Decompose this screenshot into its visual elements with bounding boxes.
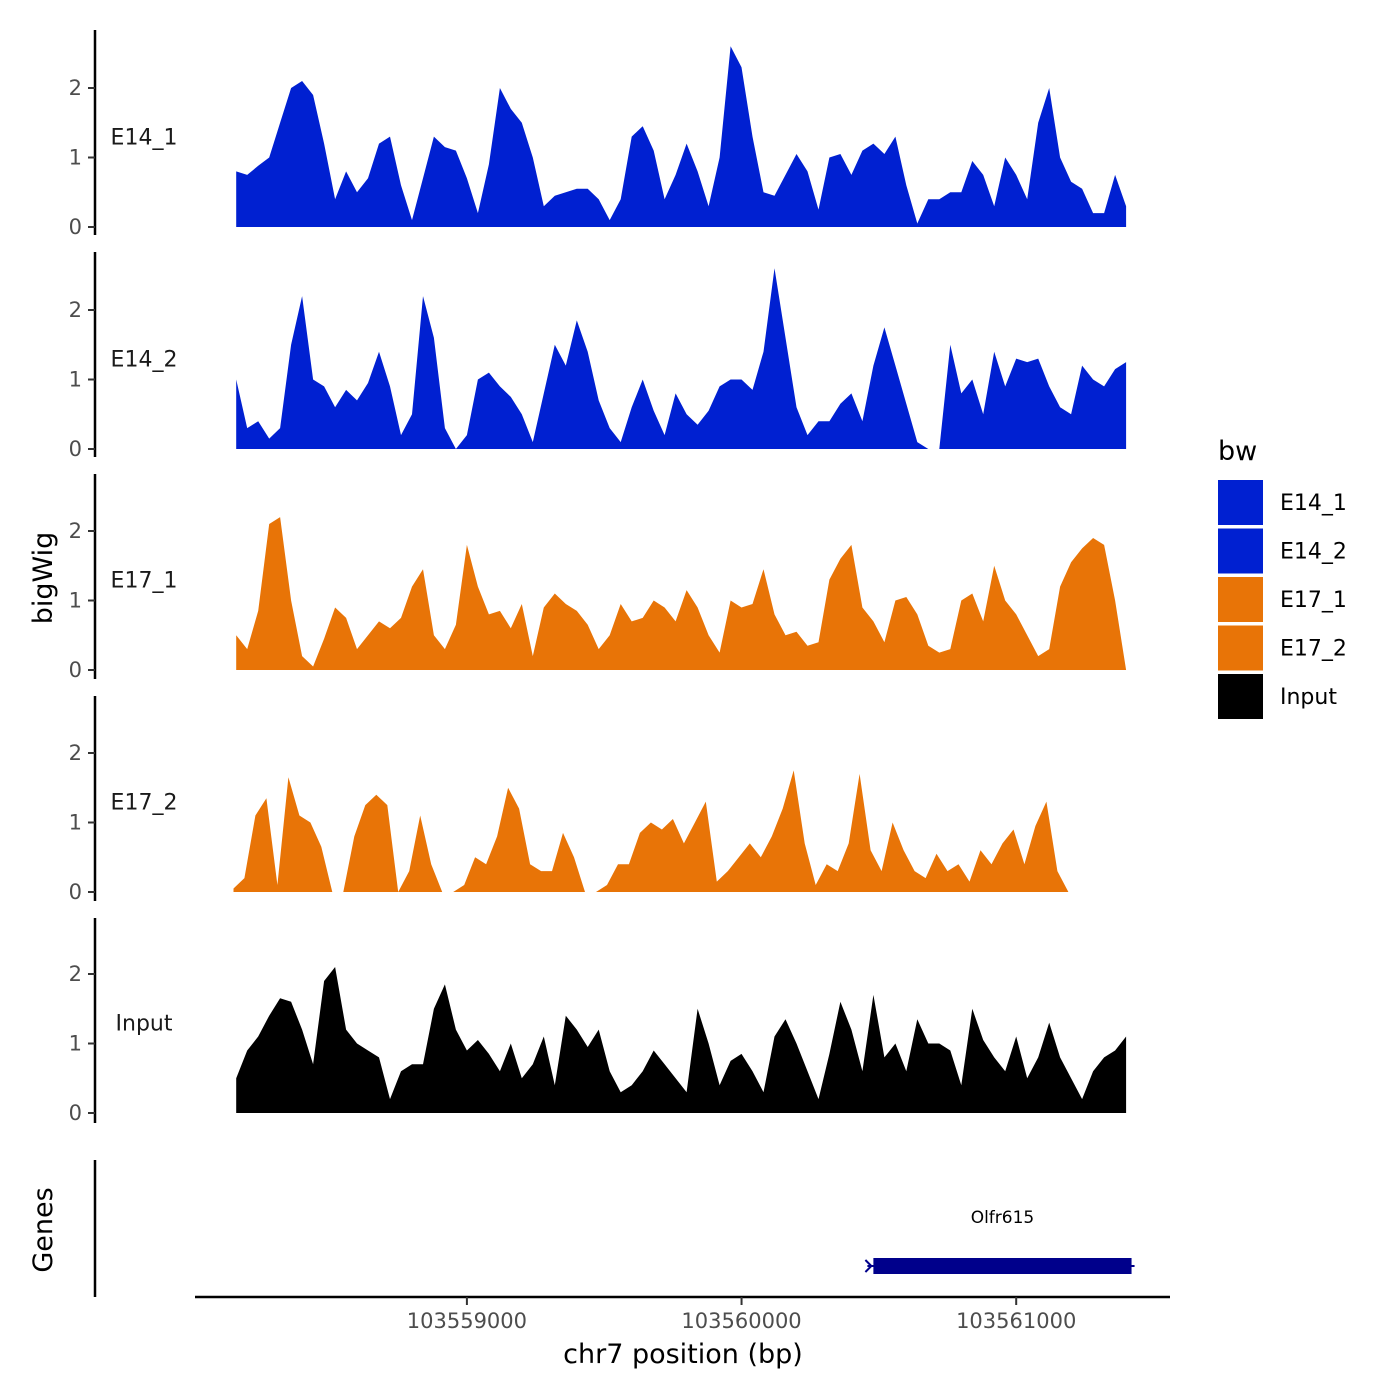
y-tick-label-E17_2-0: 0 [69, 880, 82, 904]
y-tick-label-Input-1: 1 [69, 1032, 82, 1056]
y-tick-label-E17_2-1: 1 [69, 811, 82, 835]
y-axis-title: bigWig [28, 532, 59, 625]
legend-label-E14_1: E14_1 [1280, 491, 1347, 516]
area-E17_2 [233, 770, 1124, 892]
y-tick-label-E17_1-2: 2 [69, 519, 82, 543]
area-E14_2 [236, 268, 1127, 449]
y-tick-label-E14_1-2: 2 [69, 76, 82, 100]
area-E17_1 [236, 517, 1127, 670]
gene-track: Olfr615 [93, 1160, 1135, 1297]
y-tick-label-E14_2-2: 2 [69, 298, 82, 322]
legend-swatch-E14_1 [1218, 480, 1263, 525]
legend-entry-E17_2: E17_2 [1218, 625, 1347, 671]
legend-swatch-E17_1 [1218, 577, 1263, 622]
x-axis: 103559000 103560000 103561000 [195, 1295, 1170, 1333]
area-Input [236, 967, 1127, 1113]
x-axis-title: chr7 position (bp) [563, 1339, 803, 1370]
gene-label-Olfr615: Olfr615 [971, 1208, 1035, 1228]
y-tick-label-E14_2-1: 1 [69, 368, 82, 392]
legend: bw E14_1 E14_2 E17_1 E17_2 Input [1218, 436, 1347, 719]
legend-entry-E17_1: E17_1 [1218, 577, 1347, 622]
y-tick-label-E14_1-1: 1 [69, 146, 82, 170]
y-tick-label-E14_1-0: 0 [69, 215, 82, 239]
gene-strand-marker-Olfr615 [864, 1259, 873, 1273]
track-label-E17_2: E17_2 [111, 791, 178, 816]
x-tick-label-103559000: 103559000 [407, 1309, 527, 1333]
track-E17_2: 0 1 2 E17_2 [69, 696, 1124, 904]
track-label-E17_1: E17_1 [111, 569, 178, 594]
legend-title: bw [1218, 436, 1257, 467]
legend-label-Input: Input [1280, 685, 1337, 710]
y-tick-label-Input-2: 2 [69, 962, 82, 986]
track-E14_2: 0 1 2 E14_2 [69, 252, 1127, 461]
legend-entry-E14_1: E14_1 [1218, 480, 1347, 525]
y-tick-label-E17_1-0: 0 [69, 658, 82, 682]
gene-Olfr615: Olfr615 [864, 1208, 1135, 1274]
x-tick-label-103560000: 103560000 [681, 1309, 801, 1333]
area-E14_1 [236, 46, 1127, 227]
y-tick-label-E17_2-2: 2 [69, 741, 82, 765]
track-E17_1: 0 1 2 E17_1 [69, 474, 1127, 682]
legend-entry-E14_2: E14_2 [1218, 528, 1347, 574]
gene-body-Olfr615 [873, 1258, 1132, 1274]
legend-swatch-Input [1218, 674, 1263, 719]
legend-label-E17_1: E17_1 [1280, 588, 1347, 613]
x-tick-label-103561000: 103561000 [956, 1309, 1076, 1333]
legend-swatch-E14_2 [1218, 528, 1263, 574]
track-label-E14_1: E14_1 [111, 126, 178, 151]
legend-label-E14_2: E14_2 [1280, 540, 1347, 565]
tracks-layer: 0 1 2 E14_1 0 1 2 E14_2 0 1 2 E17_1 0 1 2 E17_2 0 1 2 Input [69, 30, 1127, 1125]
genes-axis-title: Genes [28, 1187, 59, 1272]
y-tick-label-E14_2-0: 0 [69, 437, 82, 461]
y-tick-label-E17_1-1: 1 [69, 589, 82, 613]
y-tick-label-Input-0: 0 [69, 1101, 82, 1125]
legend-swatch-E17_2 [1218, 625, 1263, 671]
legend-label-E17_2: E17_2 [1280, 637, 1347, 662]
legend-entry-Input: Input [1218, 674, 1337, 719]
track-Input: 0 1 2 Input [69, 918, 1127, 1125]
track-E14_1: 0 1 2 E14_1 [69, 30, 1127, 239]
track-label-Input: Input [116, 1012, 173, 1037]
track-label-E14_2: E14_2 [111, 348, 178, 373]
